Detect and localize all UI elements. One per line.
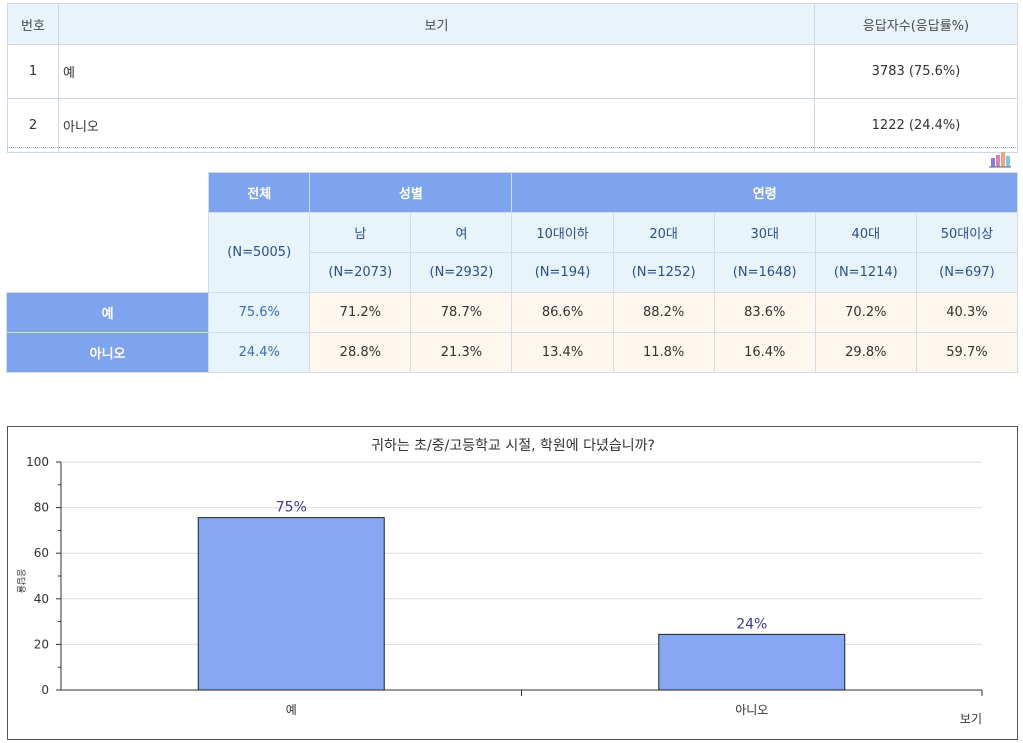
answer-table: 번호 보기 응답자수(응답률%) 1 예 3783 (75.6%) 2 아니오 … [7,3,1018,153]
col-n: (N=2932) [410,252,513,293]
header-number: 번호 [7,3,59,45]
x-tick-label: 아니오 [735,703,768,717]
col-label-age: 50대이상 [915,212,1019,253]
gender-header: 성별 [309,172,513,213]
cross-table: 전체 성별 연령 (N=5005) 남 여 10대이하 20대 30대 40대 … [5,172,1019,373]
table-row: 2 아니오 1222 (24.4%) [7,98,1018,153]
cell-value: 83.6% [713,292,816,333]
y-axis-label: 응답율 [15,569,27,594]
y-tick-label: 40 [34,592,49,606]
row-total: 75.6% [208,292,311,333]
row-number: 1 [7,44,59,99]
bar-chart: 귀하는 초/중/고등학교 시절, 학원에 다녔습니까? 0 20 40 60 80 100 7… [7,426,1018,740]
col-label-age: 30대 [713,212,816,253]
dotted-divider [7,147,1018,148]
row-count: 3783 (75.6%) [814,44,1018,99]
cell-value: 71.2% [309,292,412,333]
row-number: 2 [7,98,59,153]
col-n: (N=2073) [309,252,412,293]
empty-corner [6,172,209,293]
y-tick-label: 0 [41,683,49,697]
table-row: 예 75.6% 71.2% 78.7% 86.6% 88.2% 83.6% 70… [5,292,1019,333]
cell-value: 11.8% [612,332,715,373]
y-tick-label: 100 [26,455,49,469]
cell-value: 28.8% [309,332,412,373]
cell-value: 13.4% [511,332,614,373]
col-n: (N=1214) [814,252,917,293]
row-count: 1222 (24.4%) [814,98,1018,153]
cell-value: 70.2% [814,292,917,333]
col-label-age: 10대이하 [511,212,614,253]
y-tick-label: 80 [34,501,49,515]
cell-value: 86.6% [511,292,614,333]
age-header: 연령 [511,172,1018,213]
col-label-age: 20대 [612,212,715,253]
cell-value: 78.7% [410,292,513,333]
cell-value: 88.2% [612,292,715,333]
cell-value: 16.4% [713,332,816,373]
col-n: (N=194) [511,252,614,293]
col-label-female: 여 [410,212,513,253]
y-tick-label: 20 [34,637,49,651]
col-label-male: 남 [309,212,412,253]
col-label-age: 40대 [814,212,917,253]
table-row: 아니오 24.4% 28.8% 21.3% 13.4% 11.8% 16.4% … [5,332,1019,373]
bar [197,517,385,691]
total-header: 전체 [208,172,311,213]
row-label-yes: 예 [5,292,210,333]
x-axis-label: 보기 [960,712,982,726]
answer-table-header: 번호 보기 응답자수(응답률%) [7,3,1018,45]
cell-value: 29.8% [814,332,917,373]
col-n: (N=1648) [713,252,816,293]
chart-title: 귀하는 초/중/고등학교 시절, 학원에 다녔습니까? [371,438,655,454]
table-row: 1 예 3783 (75.6%) [7,44,1018,99]
cell-value: 21.3% [410,332,513,373]
row-option: 아니오 [58,98,815,153]
cell-value: 59.7% [915,332,1019,373]
row-total: 24.4% [208,332,311,373]
header-option: 보기 [58,3,815,45]
row-label-no: 아니오 [5,332,210,373]
data-label: 75% [276,500,307,516]
cell-value: 40.3% [915,292,1019,333]
col-n: (N=1252) [612,252,715,293]
col-n: (N=697) [915,252,1019,293]
x-tick-label: 예 [286,703,297,717]
y-tick-label: 60 [34,546,49,560]
data-label: 24% [736,616,767,632]
bar-chart-icon[interactable] [988,150,1012,168]
total-n: (N=5005) [208,212,311,293]
row-option: 예 [58,44,815,99]
chart-svg: 귀하는 초/중/고등학교 시절, 학원에 다녔습니까? 0 20 40 60 80 100 7… [15,438,983,726]
bar [658,633,846,691]
header-count: 응답자수(응답률%) [814,3,1018,45]
